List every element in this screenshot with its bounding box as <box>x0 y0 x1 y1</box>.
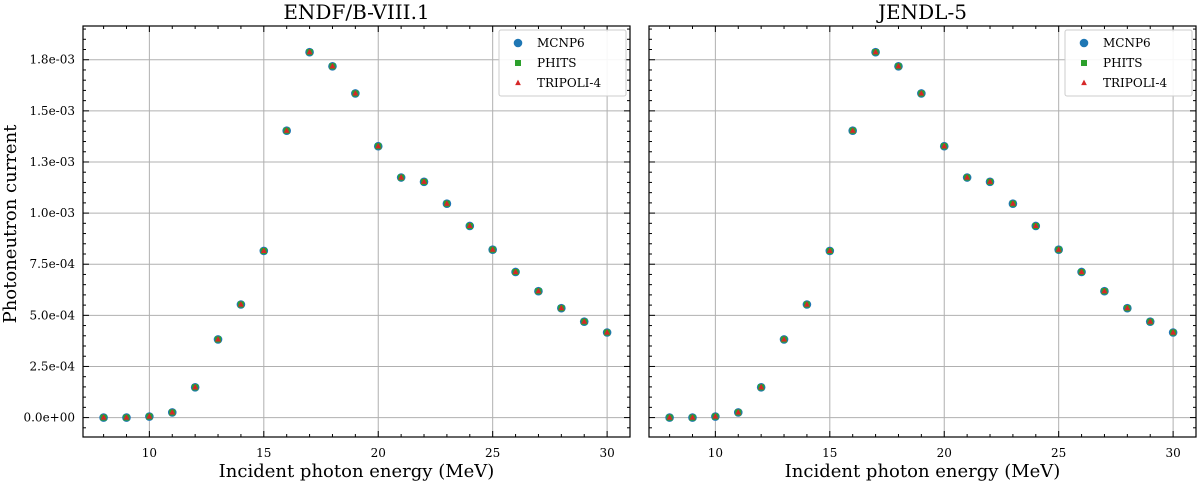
x-tick-label: 20 <box>937 446 952 460</box>
tripoli4-point <box>512 268 519 275</box>
tripoli4-point <box>895 62 902 69</box>
x-tick-label: 30 <box>599 446 614 460</box>
x-tick-label: 15 <box>256 446 271 460</box>
tripoli4-point <box>1010 200 1016 206</box>
tripoli4-point <box>1055 246 1062 252</box>
chart-title-jendl: JENDL-5 <box>876 0 967 24</box>
legend-marker-mcnp6 <box>1079 38 1089 48</box>
y-tick-label: 7.5e-04 <box>29 257 75 271</box>
y-tick-label: 1.0e-03 <box>29 206 75 220</box>
legend-box <box>1064 29 1193 97</box>
tripoli4-point <box>735 409 742 415</box>
tripoli4-point <box>466 222 473 229</box>
y-tick-label: 1.8e-03 <box>29 53 75 67</box>
legend-marker-phits <box>515 60 521 66</box>
tripoli4-point <box>1170 329 1176 335</box>
tripoli4-point <box>238 301 244 307</box>
legend-marker-tripoli4 <box>1081 79 1087 86</box>
x-tick-label: 10 <box>142 446 157 460</box>
y-tick-label: 1.3e-03 <box>29 155 75 169</box>
tripoli4-point <box>1078 268 1085 275</box>
tripoli4-point <box>1147 318 1154 324</box>
tripoli4-point <box>872 48 879 55</box>
x-axis-label: Incident photon energy (MeV) <box>785 461 1061 482</box>
tripoli4-point <box>146 413 153 419</box>
legend-marker-tripoli4 <box>515 79 521 86</box>
tripoli4-point <box>398 174 404 180</box>
tripoli4-point <box>169 409 176 415</box>
x-tick-label: 30 <box>1165 446 1180 460</box>
tripoli4-point <box>804 301 810 307</box>
tripoli4-point <box>352 90 359 96</box>
tripoli4-point <box>712 413 719 419</box>
tripoli4-point <box>964 174 970 180</box>
tripoli4-point <box>1101 287 1108 294</box>
tripoli4-point <box>421 178 427 184</box>
tripoli4-point <box>489 246 496 252</box>
x-axis-label: Incident photon energy (MeV) <box>219 461 495 482</box>
tripoli4-point <box>581 318 588 324</box>
tripoli4-point <box>666 414 673 420</box>
tripoli4-point <box>604 329 610 335</box>
tripoli4-point <box>283 127 290 133</box>
x-tick-label: 20 <box>371 446 386 460</box>
tripoli4-point <box>558 304 565 311</box>
y-tick-label: 5.0e-04 <box>29 308 75 322</box>
tripoli4-point <box>918 90 925 96</box>
y-axis-label: Photoneutron current <box>0 124 21 324</box>
tripoli4-point <box>781 336 787 342</box>
plot-frame <box>82 25 631 438</box>
legend-label: MCNP6 <box>537 36 585 50</box>
tripoli4-point <box>535 287 542 294</box>
legend-label: PHITS <box>1103 56 1143 70</box>
legend-box <box>498 29 627 97</box>
tripoli4-point <box>100 414 107 420</box>
legend-label: TRIPOLI-4 <box>537 76 601 90</box>
x-tick-label: 25 <box>485 446 500 460</box>
tripoli4-point <box>826 247 833 254</box>
tripoli4-point <box>444 200 450 206</box>
panel-endf: 10 15 20 25 30 0.0e+00 2.5e-04 5.0e-04 7.5e-04 1.… <box>23 0 631 482</box>
tripoli4-point <box>306 48 313 55</box>
legend-label: MCNP6 <box>1103 36 1151 50</box>
x-tick-label: 10 <box>708 446 723 460</box>
legend-marker-phits <box>1081 60 1087 66</box>
x-tick-label: 15 <box>822 446 837 460</box>
tripoli4-point <box>375 142 382 149</box>
tripoli4-point <box>758 383 765 390</box>
tripoli4-point <box>1124 304 1131 311</box>
tripoli4-point <box>849 127 856 133</box>
tripoli4-point <box>215 336 221 342</box>
tripoli4-point <box>1032 222 1039 229</box>
x-tick-label: 25 <box>1051 446 1066 460</box>
legend-label: PHITS <box>537 56 577 70</box>
tripoli4-point <box>260 247 267 254</box>
y-tick-label: 0.0e+00 <box>23 411 75 425</box>
panel-jendl: 10 15 20 25 30 JENDL-5 Incident photon energy … <box>648 0 1197 482</box>
tripoli4-point <box>123 414 130 420</box>
y-tick-label: 1.5e-03 <box>29 104 75 118</box>
legend-marker-mcnp6 <box>513 38 523 48</box>
tripoli4-point <box>941 142 948 149</box>
tripoli4-point <box>987 178 993 184</box>
chart-title-endf: ENDF/B-VIII.1 <box>283 0 429 24</box>
plot-frame <box>648 25 1197 438</box>
tripoli4-point <box>329 62 336 69</box>
tripoli4-point <box>689 414 696 420</box>
y-tick-label: 2.5e-04 <box>29 359 75 373</box>
legend-label: TRIPOLI-4 <box>1103 76 1167 90</box>
tripoli4-point <box>192 383 199 390</box>
